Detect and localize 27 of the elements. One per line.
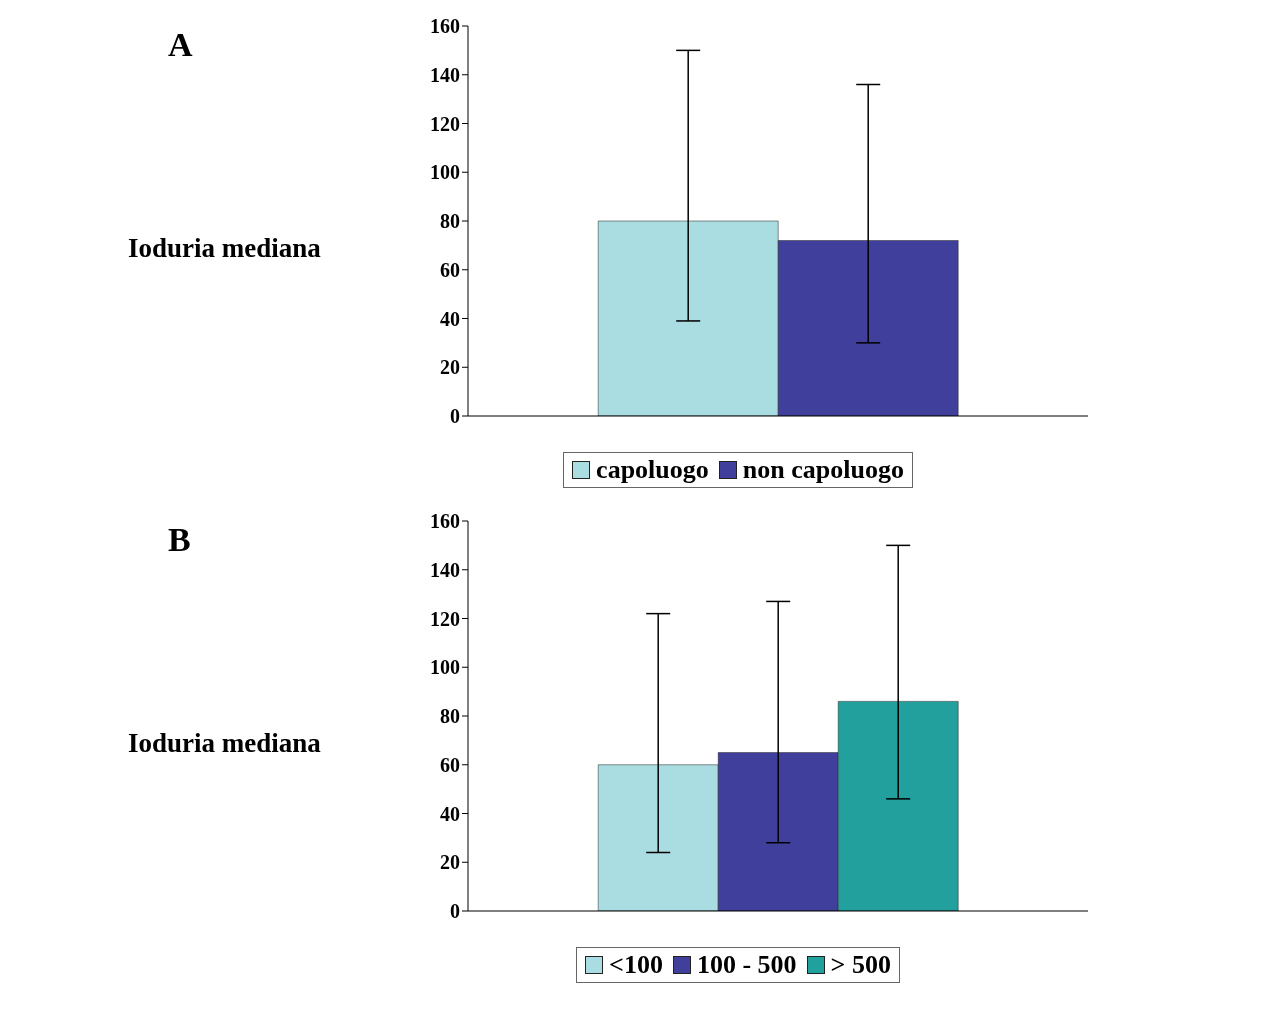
y-tick-label: 140 xyxy=(430,63,460,86)
text: A xyxy=(168,26,193,64)
y-tick-label: 140 xyxy=(430,558,460,581)
y-tick-label: 0 xyxy=(450,900,460,923)
y-tick-label: 160 xyxy=(430,510,460,533)
y-tick-label: 0 xyxy=(450,405,460,428)
text: B xyxy=(168,521,191,559)
y-tick-label: 160 xyxy=(430,15,460,38)
y-tick-label: 60 xyxy=(440,753,460,776)
y-tick-label: 100 xyxy=(430,656,460,679)
y-tick-label: 120 xyxy=(430,112,460,135)
y-tick-label: 40 xyxy=(440,802,460,825)
y-tick-label: 100 xyxy=(430,161,460,184)
y-tick-label: 20 xyxy=(440,356,460,379)
y-tick-label: 20 xyxy=(440,851,460,874)
y-tick-label: 80 xyxy=(440,705,460,728)
legend-label: non capoluogo xyxy=(741,455,904,485)
legend-label: > 500 xyxy=(829,950,891,980)
y-tick-label: 60 xyxy=(440,258,460,281)
y-axis-title: Ioduria mediana xyxy=(128,728,321,759)
legend-label: <100 xyxy=(608,950,663,980)
legend-label: capoluogo xyxy=(595,455,709,485)
y-tick-label: 40 xyxy=(440,307,460,330)
y-tick-label: 120 xyxy=(430,607,460,630)
legend-label: 100 - 500 xyxy=(695,950,797,980)
y-tick-label: 80 xyxy=(440,210,460,233)
y-axis-title: Ioduria mediana xyxy=(128,233,321,264)
